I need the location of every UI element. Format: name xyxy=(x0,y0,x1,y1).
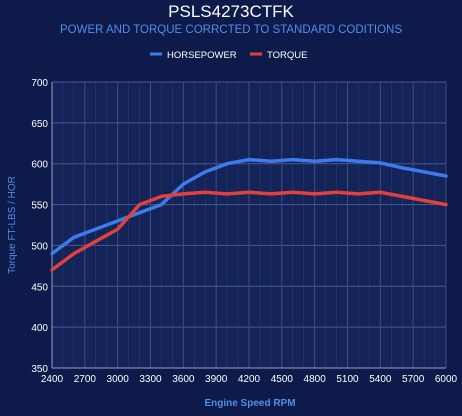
x-tick-label: 3600 xyxy=(172,374,195,385)
y-tick-label: 400 xyxy=(31,323,48,334)
legend-label-horsepower: HORSEPOWER xyxy=(167,50,237,61)
y-tick-label: 550 xyxy=(31,201,48,212)
x-tick-label: 2700 xyxy=(74,374,97,385)
x-tick-label: 4200 xyxy=(238,374,261,385)
x-tick-label: 5100 xyxy=(336,374,359,385)
x-axis-label: Engine Speed RPM xyxy=(204,398,295,409)
y-tick-label: 600 xyxy=(31,160,48,171)
x-tick-label: 5700 xyxy=(402,374,425,385)
x-tick-label: 3000 xyxy=(107,374,130,385)
y-tick-label: 350 xyxy=(31,364,48,375)
chart-title: PSLS4273CTFK xyxy=(168,2,294,21)
y-tick-label: 650 xyxy=(31,119,48,130)
x-tick-label: 3900 xyxy=(205,374,228,385)
y-axis-label: Torque FT-LBS / HOR xyxy=(7,176,18,274)
y-tick-label: 500 xyxy=(31,241,48,252)
x-tick-label: 6000 xyxy=(435,374,458,385)
legend-label-torque: TORQUE xyxy=(267,50,307,61)
series-line-torque xyxy=(50,190,448,272)
chart-subtitle: POWER AND TORQUE CORRCTED TO STANDARD CO… xyxy=(59,24,403,36)
y-tick-label: 700 xyxy=(31,78,48,89)
series-line-horsepower xyxy=(50,157,448,256)
x-tick-label: 2400 xyxy=(41,374,64,385)
x-tick-label: 3300 xyxy=(139,374,162,385)
x-tick-label: 5400 xyxy=(369,374,392,385)
y-tick-label: 450 xyxy=(31,282,48,293)
x-tick-label: 4500 xyxy=(271,374,294,385)
x-tick-label: 4800 xyxy=(304,374,327,385)
